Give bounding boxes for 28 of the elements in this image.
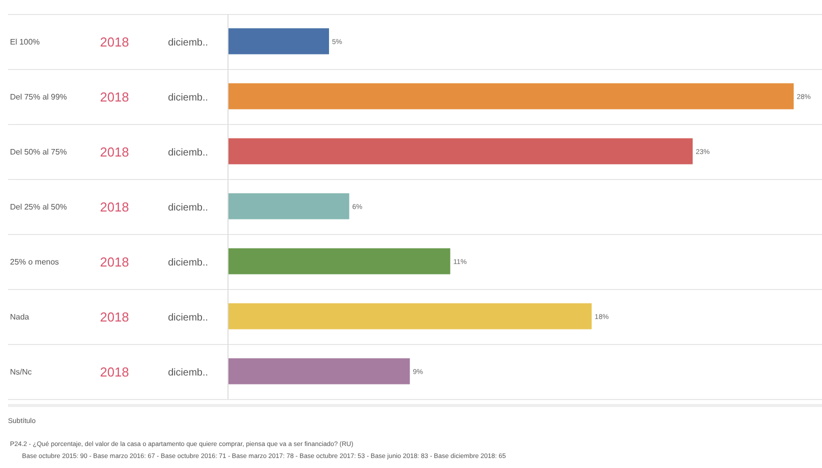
- y-tick-label: El 100%: [10, 38, 40, 46]
- y-tick-label: Ns/Nc: [10, 368, 32, 376]
- bar: [228, 28, 330, 54]
- bar: [228, 358, 410, 384]
- text: diciemb..: [168, 38, 208, 48]
- bar: [228, 248, 450, 274]
- text: 2018: [100, 364, 129, 380]
- bar: [228, 83, 794, 110]
- text: diciemb..: [168, 368, 208, 378]
- text: 2018: [100, 200, 129, 214]
- y-tick-label: Del 25% al 50%: [10, 202, 67, 212]
- text: diciemb..: [168, 202, 208, 214]
- text: diciemb..: [168, 148, 208, 158]
- text: 2018: [100, 34, 129, 50]
- text: diciemb..: [168, 312, 208, 324]
- y-tick-label: Del 75% al 99%: [10, 92, 67, 102]
- bar: [228, 138, 693, 164]
- bar: [228, 303, 592, 330]
- y-tick-label: Nada: [10, 312, 30, 322]
- y-tick-label: Del 50% al 75%: [10, 148, 67, 156]
- text: 2018: [100, 144, 129, 160]
- text: 2018: [100, 254, 129, 270]
- text: diciemb..: [168, 258, 208, 268]
- text: 2018: [100, 90, 129, 104]
- bar: [228, 193, 350, 220]
- text: diciemb..: [168, 92, 208, 104]
- text: 2018: [100, 310, 129, 324]
- y-tick-label: 25% o menos: [10, 258, 59, 266]
